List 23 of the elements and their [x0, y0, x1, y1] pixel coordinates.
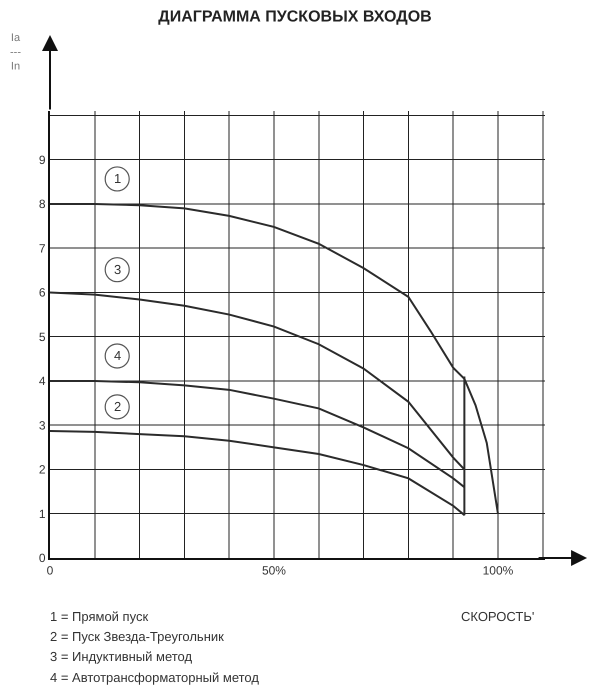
- x-axis-title: СКОРОСТЬ': [461, 609, 534, 624]
- series-label: 1: [114, 171, 122, 186]
- text: 4 = Автотрансформаторный метод: [50, 670, 260, 685]
- y-tick-label: 0: [38, 551, 46, 566]
- y-tick-label: 7: [38, 241, 46, 256]
- series-label: 2: [114, 399, 122, 414]
- y-tick-label: 1: [38, 506, 46, 521]
- x-tick-label: 100%: [482, 563, 514, 578]
- y-tick-label: 4: [38, 374, 46, 388]
- y-tick-label: 9: [38, 152, 46, 167]
- text: 2 = Пуск Звезда-Треугольник: [50, 629, 224, 644]
- y-tick-label: 8: [38, 197, 46, 212]
- y-tick-label: 5: [38, 330, 46, 344]
- series-label: 4: [114, 348, 122, 363]
- y-tick-label: 6: [38, 286, 46, 300]
- y-tick-label: 3: [38, 418, 46, 432]
- text: 1 = Прямой пуск: [50, 609, 148, 624]
- y-axis-title: Ia --- In: [10, 32, 22, 73]
- y-tick-label: 2: [38, 462, 46, 477]
- series-label: 3: [114, 262, 122, 277]
- text: 3 = Индуктивный метод: [50, 649, 192, 664]
- x-tick-label: 50%: [262, 563, 286, 578]
- chart-title: ДИАГРАММА ПУСКОВЫХ ВХОДОВ: [158, 8, 432, 26]
